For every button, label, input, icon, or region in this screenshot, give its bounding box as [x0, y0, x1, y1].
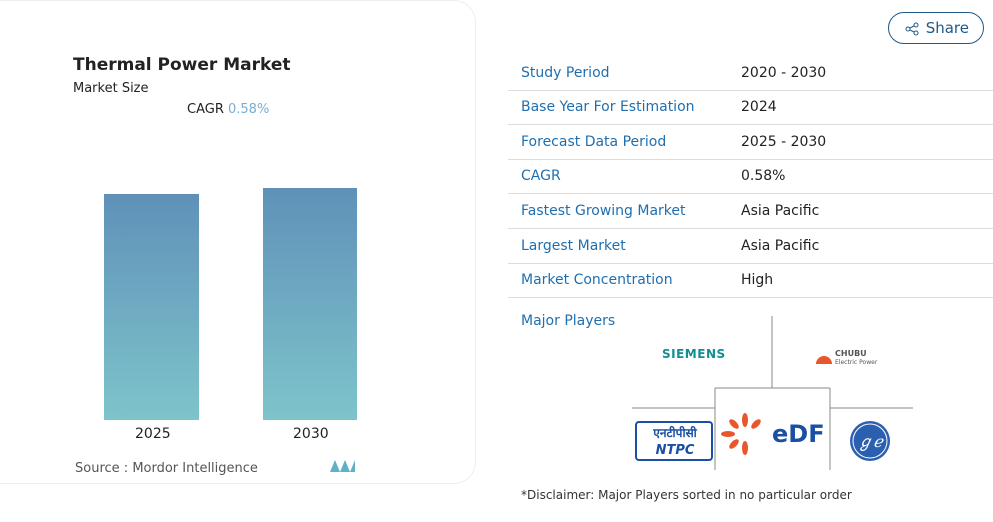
chart-card [0, 0, 476, 484]
row-value: 0.58% [741, 168, 786, 184]
row-divider [508, 159, 993, 160]
row-divider [508, 193, 993, 194]
siemens-logo: SIEMENS [662, 347, 726, 361]
x-label: 2025 [135, 426, 171, 442]
row-label: Forecast Data Period [521, 134, 667, 150]
edf-logo: eDF [772, 420, 825, 448]
chubu-logo: CHUBU Electric Power [835, 350, 877, 367]
row-divider [508, 124, 993, 125]
share-button[interactable]: Share [888, 12, 984, 44]
row-label: Market Concentration [521, 272, 673, 288]
source-name: Mordor Intelligence [132, 461, 258, 476]
svg-text:ℊℯ: ℊℯ [857, 432, 884, 451]
brand-logo [330, 460, 355, 472]
title: Thermal Power Market [73, 55, 291, 75]
major-players-title: Major Players [521, 313, 616, 329]
row-label: Largest Market [521, 238, 626, 254]
row-value: Asia Pacific [741, 238, 820, 254]
bar [263, 188, 357, 420]
row-value: 2020 - 2030 [741, 65, 827, 81]
chubu-sub: Electric Power [835, 359, 878, 366]
subtitle: Market Size [73, 81, 149, 96]
chubu: CHUBU [835, 349, 867, 358]
row-divider [508, 297, 993, 298]
row-value: High [741, 272, 774, 288]
cagr-label: CAGR [187, 102, 224, 117]
row-label: Base Year For Estimation [521, 99, 695, 115]
row-divider [508, 228, 993, 229]
row-label: Study Period [521, 65, 610, 81]
cagr-value: 0.58% [228, 102, 270, 117]
row-divider [508, 90, 993, 91]
disclaimer: *Disclaimer: Major Players sorted in no … [521, 488, 852, 502]
x-label: 2030 [293, 426, 329, 442]
ntpc: NTPC [655, 443, 695, 458]
row-label: CAGR [521, 168, 561, 184]
ntpc-logo: एनटीपीसी NTPC [640, 424, 710, 458]
row-divider [508, 263, 993, 264]
source-label: Source : [75, 461, 129, 476]
bars [104, 188, 357, 472]
share-text: Share [925, 19, 969, 37]
ntpc-hindi: एनटीपीसी [653, 426, 697, 440]
source: Source : Mordor Intelligence [75, 461, 258, 476]
row-value: 2024 [741, 99, 777, 115]
share-icon [905, 22, 919, 36]
row-value: 2025 - 2030 [741, 134, 827, 150]
bar [104, 194, 199, 420]
logo-grid: ℊℯ [632, 316, 913, 470]
row-label: Fastest Growing Market [521, 203, 686, 219]
cagr: CAGR 0.58% [187, 102, 269, 117]
row-value: Asia Pacific [741, 203, 820, 219]
